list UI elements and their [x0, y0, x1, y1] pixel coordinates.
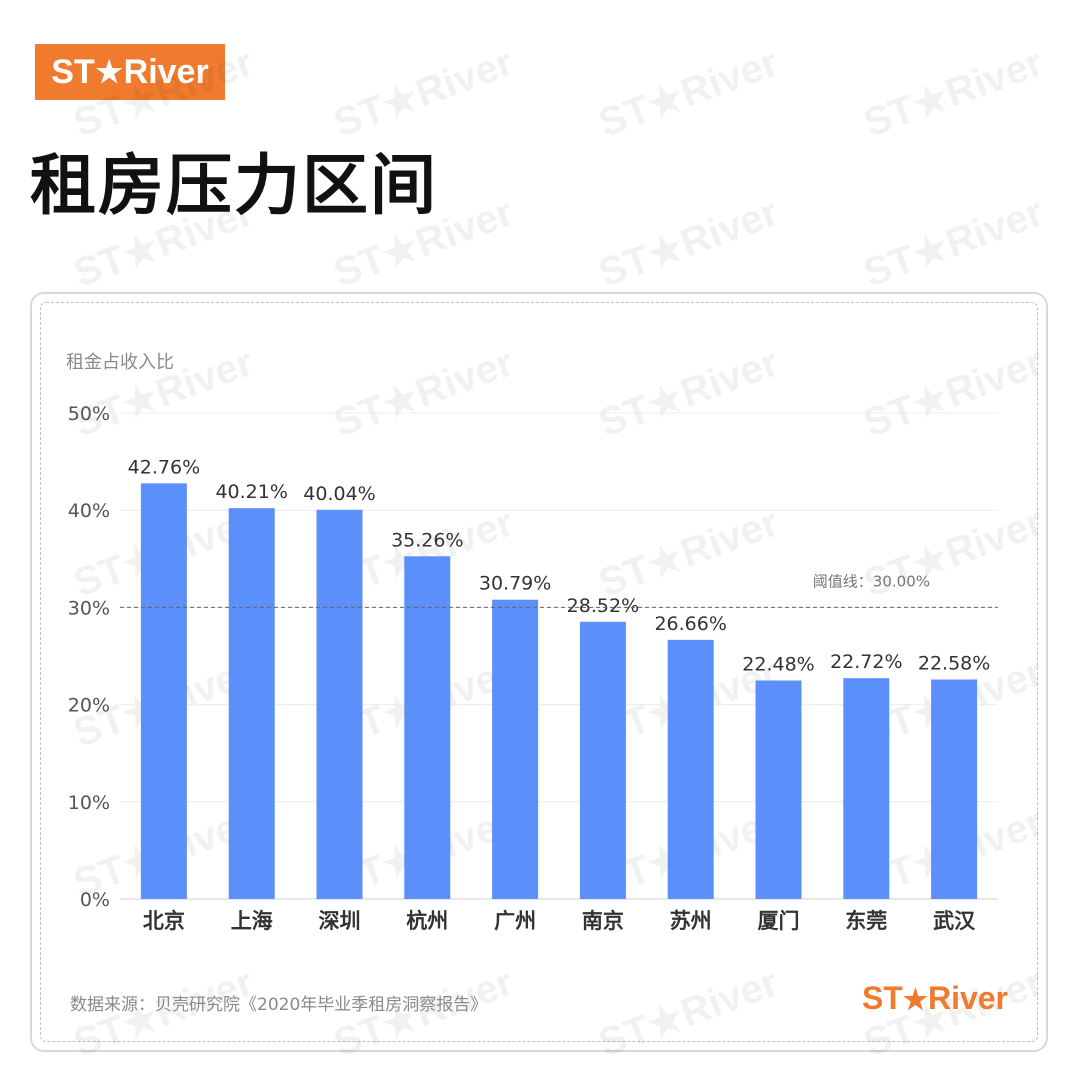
bar: [492, 599, 539, 899]
threshold-label: 阈值线：30.00%: [813, 572, 930, 590]
x-tick-label: 苏州: [670, 909, 712, 933]
chart-card: [30, 292, 1048, 1052]
y-tick-label: 40%: [68, 500, 110, 522]
x-tick-label: 广州: [494, 909, 536, 933]
bar: [228, 508, 275, 899]
bar: [140, 483, 187, 899]
bar: [579, 621, 626, 899]
y-tick-label: 20%: [68, 695, 110, 717]
data-label: 42.76%: [128, 456, 200, 478]
y-tick-label: 0%: [80, 889, 110, 911]
y-tick-label: 50%: [68, 403, 110, 425]
data-label: 22.58%: [918, 653, 990, 675]
data-label: 22.48%: [742, 653, 814, 675]
chart-card-dashed-border: [40, 302, 1038, 1042]
source-note: 数据来源：贝壳研究院《2020年毕业季租房洞察报告》: [70, 995, 488, 1015]
page-title: 租房压力区间: [30, 146, 438, 224]
x-tick-label: 上海: [231, 909, 273, 933]
x-tick-label: 厦门: [758, 909, 800, 933]
x-tick-label: 深圳: [319, 909, 361, 933]
bar: [843, 678, 890, 899]
data-label: 35.26%: [391, 529, 463, 551]
data-label: 40.04%: [303, 483, 375, 505]
bar: [755, 680, 802, 899]
bar: [667, 639, 714, 899]
bar: [404, 556, 451, 899]
x-tick-label: 武汉: [933, 909, 976, 933]
x-tick-label: 杭州: [406, 909, 448, 933]
data-label: 40.21%: [215, 481, 287, 503]
x-tick-label: 北京: [143, 909, 185, 933]
footer-brand-logo: ST★River: [861, 980, 1008, 1016]
logo-text: ST★River: [51, 53, 209, 91]
y-axis-label: 租金占收入比: [66, 352, 174, 373]
data-label: 26.66%: [654, 613, 726, 635]
y-tick-label: 30%: [68, 597, 110, 619]
data-label: 30.79%: [479, 573, 551, 595]
x-tick-label: 南京: [582, 909, 624, 933]
x-tick-label: 东莞: [845, 909, 887, 933]
data-label: 28.52%: [567, 595, 639, 617]
data-label: 22.72%: [830, 651, 902, 673]
bar: [931, 679, 978, 899]
y-tick-label: 10%: [68, 792, 110, 814]
brand-logo: ST★River: [35, 44, 225, 100]
bar: [316, 509, 363, 899]
